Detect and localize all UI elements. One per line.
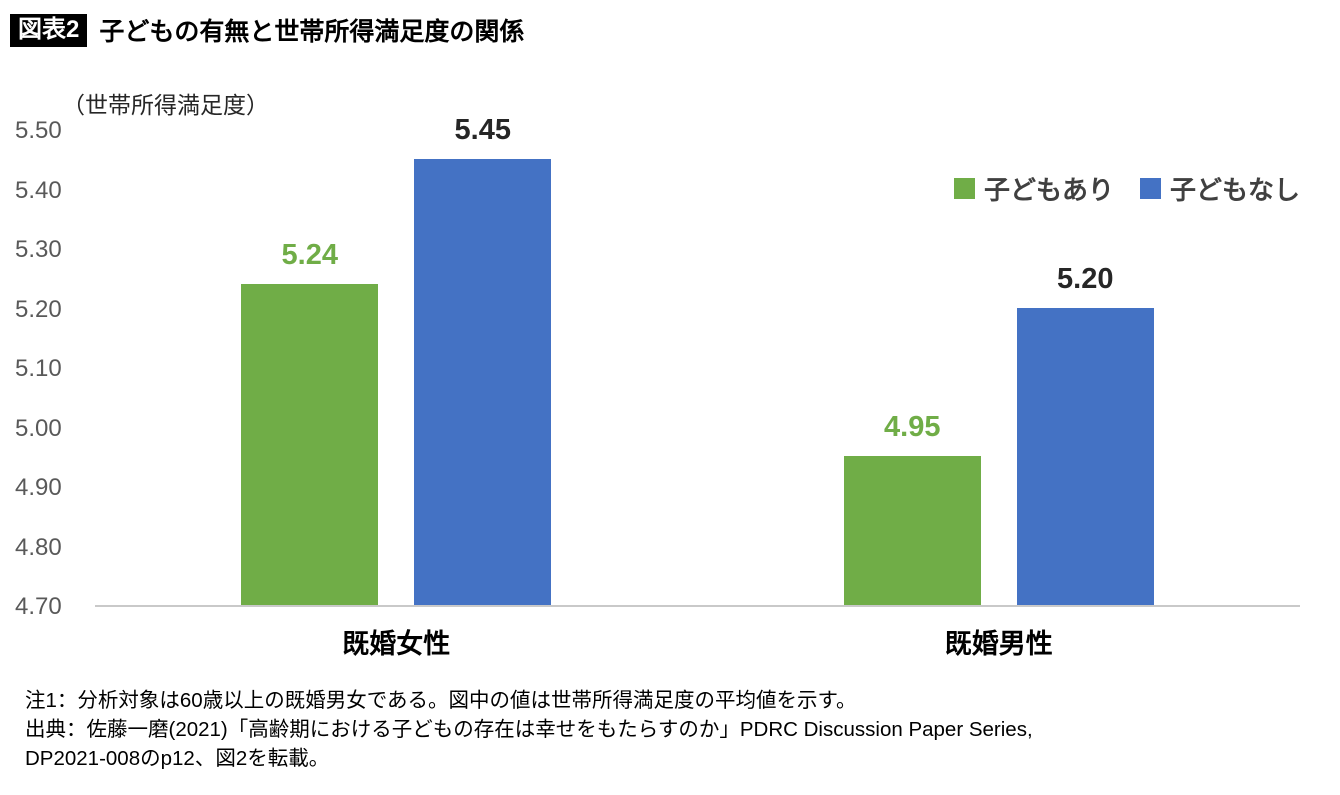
bar-value-label: 5.45 <box>454 113 511 146</box>
bar-group: 4.95 5.20 <box>843 263 1154 605</box>
legend-label: 子どもあり <box>983 175 1114 205</box>
bar-value-label: 5.24 <box>281 238 338 271</box>
category-label: 既婚女性 <box>342 629 451 659</box>
y-tick-label: 5.00 <box>15 414 62 442</box>
page-title: 子どもの有無と世帯所得満足度の関係 <box>99 18 525 46</box>
y-tick-label: 5.40 <box>15 176 62 204</box>
bar-without-children: 5.20 <box>1016 263 1154 605</box>
legend-label: 子どもなし <box>1169 175 1300 205</box>
bar-value-label: 5.20 <box>1057 262 1114 295</box>
plot-area: 5.24 5.45 4.95 5.20 <box>95 114 1300 605</box>
legend-swatch-icon <box>1139 178 1161 199</box>
y-axis: 5.50 5.40 5.30 5.20 5.10 5.00 4.90 4.80 4.70 <box>15 117 77 620</box>
y-tick-label: 4.90 <box>15 474 62 501</box>
y-tick-label: 4.70 <box>15 593 62 620</box>
category-label: 既婚男性 <box>944 629 1053 659</box>
bar-with-children: 4.95 <box>843 411 981 605</box>
bar-chart: 5.24 5.45 4.95 5.20 <box>95 114 1300 607</box>
x-axis-labels: 既婚女性 既婚男性 <box>95 622 1300 661</box>
legend: 子どもあり 子どもなし <box>953 170 1300 207</box>
y-tick-label: 5.20 <box>15 295 62 323</box>
legend-item: 子どもなし <box>1139 170 1300 207</box>
y-tick-label: 5.10 <box>15 355 62 382</box>
y-axis-title: （世帯所得満足度） <box>62 92 269 118</box>
legend-item: 子どもあり <box>953 170 1114 207</box>
footnotes: 注1：分析対象は60歳以上の既婚男女である。図中の値は世帯所得満足度の平均値を示… <box>25 686 1325 773</box>
y-tick-label: 5.50 <box>15 117 62 144</box>
figure-header: 図表2 子どもの有無と世帯所得満足度の関係 <box>10 12 524 48</box>
y-tick-label: 5.30 <box>15 236 62 263</box>
footnote-line: DP2021-008のp12、図2を転載。 <box>25 747 330 771</box>
legend-swatch-icon <box>953 178 975 199</box>
footnote-line: 注1：分析対象は60歳以上の既婚男女である。図中の値は世帯所得満足度の平均値を示… <box>25 689 857 712</box>
bar-without-children: 5.45 <box>414 114 552 605</box>
bar-with-children: 5.24 <box>241 239 379 605</box>
bar-group: 5.24 5.45 <box>241 114 552 605</box>
footnote-line: 出典：佐藤一磨(2021)「高齢期における子どもの存在は幸せをもたらすのか」PD… <box>25 718 1033 742</box>
figure-number-badge: 図表2 <box>10 13 88 47</box>
bar-value-label: 4.95 <box>884 411 941 444</box>
y-tick-label: 4.80 <box>15 533 62 561</box>
